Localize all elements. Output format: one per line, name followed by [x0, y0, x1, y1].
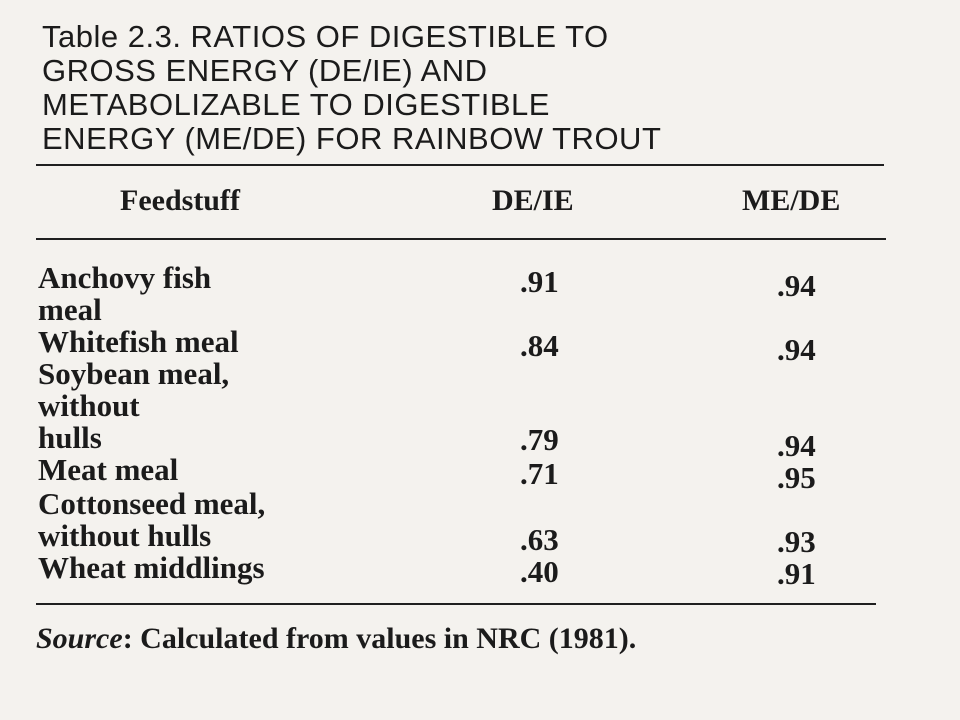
table-row-de-ie: .91	[520, 264, 559, 299]
column-header-de-ie: DE/IE	[492, 184, 574, 217]
table-row-feedstuff: Cottonseed meal, without hulls	[38, 486, 266, 553]
column-header-feedstuff: Feedstuff	[120, 184, 240, 217]
table-row-me-de: .94	[777, 428, 816, 463]
table-row-de-ie: .71	[520, 456, 559, 491]
source-text: : Calculated from values in NRC (1981).	[122, 622, 637, 655]
table-row-de-ie: .84	[520, 328, 559, 363]
column-header-me-de: ME/DE	[742, 184, 841, 217]
table-row-me-de: .95	[777, 460, 816, 495]
table-title: Table 2.3. RATIOS OF DIGESTIBLE TO GROSS…	[42, 19, 662, 156]
table-row-me-de: .94	[777, 268, 816, 303]
table-row-feedstuff: Anchovy fish meal	[38, 260, 212, 327]
table-row-de-ie: .79	[520, 422, 559, 457]
table-row-feedstuff: Soybean meal, without hulls	[38, 356, 230, 455]
table-row-me-de: .94	[777, 332, 816, 367]
table-row-feedstuff: Meat meal	[38, 452, 179, 487]
source-note: Source: Calculated from values in NRC (1…	[36, 622, 636, 656]
bottom-rule	[36, 603, 876, 605]
table-row-de-ie: .40	[520, 554, 559, 589]
table-row-feedstuff: Wheat middlings	[38, 550, 265, 585]
table-row-me-de: .91	[777, 556, 816, 591]
table-row-feedstuff: Whitefish meal	[38, 324, 239, 359]
source-label: Source	[36, 622, 123, 655]
header-rule	[36, 238, 886, 240]
table-row-me-de: .93	[777, 524, 816, 559]
top-rule	[36, 164, 884, 166]
table-row-de-ie: .63	[520, 522, 559, 557]
